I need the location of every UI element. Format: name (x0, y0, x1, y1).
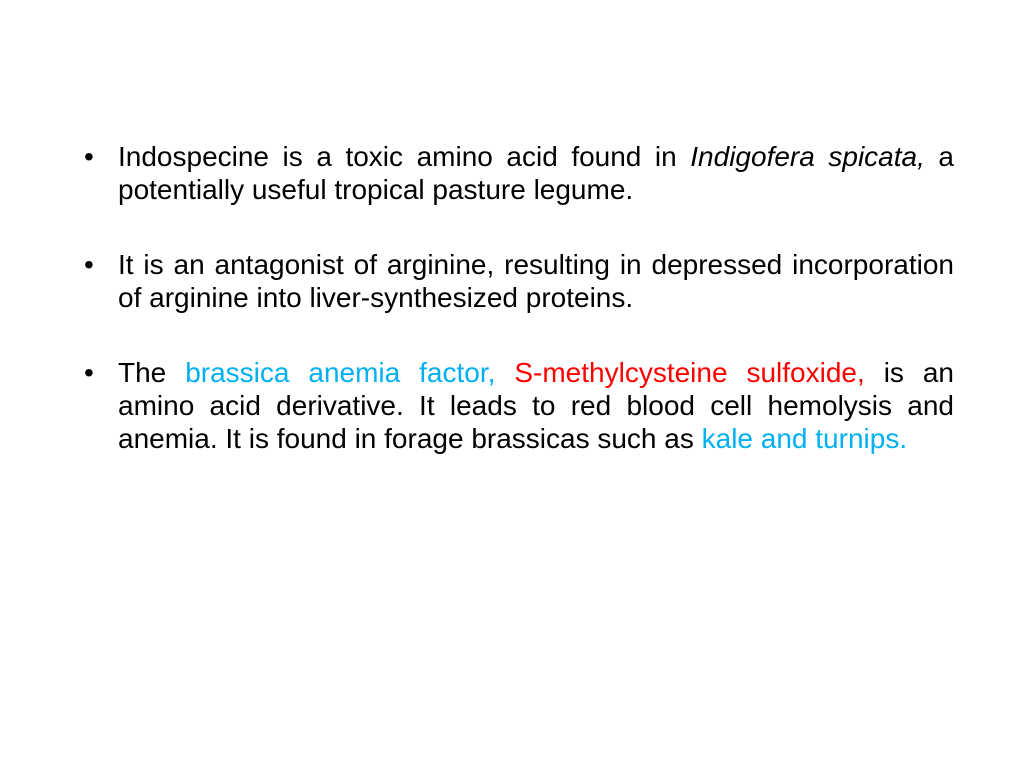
bullet-text-highlight: brassica anemia factor, (185, 357, 514, 388)
bullet-list: Indospecine is a toxic amino acid found … (70, 140, 954, 455)
bullet-text-italic: Indigofera spicata, (690, 141, 938, 172)
bullet-item: The brassica anemia factor, S-methylcyst… (70, 356, 954, 455)
slide: Indospecine is a toxic amino acid found … (0, 0, 1024, 768)
bullet-text-highlight: kale and turnips. (702, 423, 907, 454)
bullet-text: The (118, 357, 185, 388)
bullet-text: Indospecine is a toxic amino acid found … (118, 141, 690, 172)
bullet-text: It is an antagonist of arginine, resulti… (118, 249, 954, 313)
bullet-text-highlight: S-methylcysteine sulfoxide, (514, 357, 883, 388)
bullet-item: Indospecine is a toxic amino acid found … (70, 140, 954, 206)
bullet-item: It is an antagonist of arginine, resulti… (70, 248, 954, 314)
